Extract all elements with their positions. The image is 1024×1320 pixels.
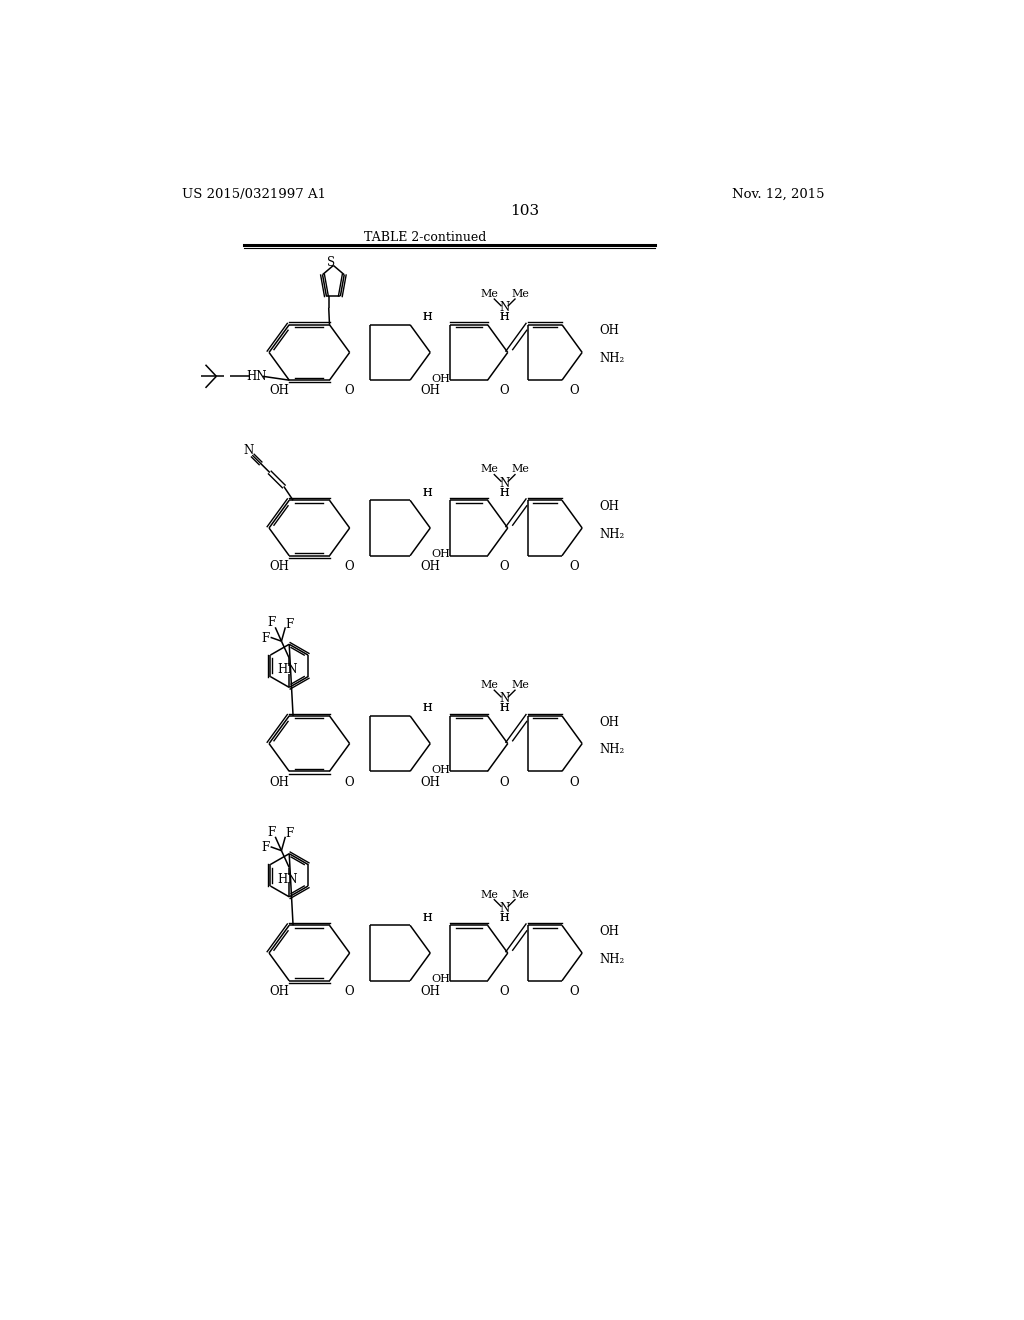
- Text: F: F: [262, 631, 270, 644]
- Text: F: F: [262, 841, 270, 854]
- Text: F: F: [285, 828, 293, 841]
- Text: Me: Me: [480, 680, 498, 690]
- Text: F: F: [267, 825, 275, 838]
- Text: O: O: [499, 384, 509, 397]
- Text: NH₂: NH₂: [599, 528, 625, 541]
- Text: F: F: [267, 616, 275, 630]
- Text: 103: 103: [510, 203, 540, 218]
- Text: OH: OH: [269, 776, 289, 788]
- Text: O: O: [345, 560, 354, 573]
- Text: Me: Me: [511, 465, 529, 474]
- Text: HN: HN: [247, 370, 267, 383]
- Text: NH₂: NH₂: [599, 743, 625, 756]
- Text: H: H: [500, 312, 510, 322]
- Text: H: H: [500, 912, 510, 923]
- Text: Nov. 12, 2015: Nov. 12, 2015: [732, 187, 825, 201]
- Text: NH₂: NH₂: [599, 352, 625, 366]
- Text: O: O: [499, 776, 509, 788]
- Text: O: O: [569, 985, 580, 998]
- Text: O: O: [569, 384, 580, 397]
- Text: US 2015/0321997 A1: US 2015/0321997 A1: [182, 187, 327, 201]
- Text: H: H: [422, 312, 432, 322]
- Text: O: O: [345, 985, 354, 998]
- Text: H: H: [422, 912, 432, 923]
- Text: H: H: [422, 312, 432, 322]
- Text: O: O: [569, 560, 580, 573]
- Text: H: H: [422, 912, 432, 923]
- Text: H: H: [422, 487, 432, 498]
- Text: OH: OH: [420, 560, 440, 573]
- Text: OH: OH: [269, 384, 289, 397]
- Text: NH₂: NH₂: [599, 953, 625, 966]
- Text: Me: Me: [511, 289, 529, 298]
- Text: HN: HN: [278, 873, 298, 886]
- Text: H: H: [500, 487, 510, 498]
- Text: N: N: [500, 902, 510, 915]
- Text: N: N: [244, 445, 254, 458]
- Text: O: O: [345, 384, 354, 397]
- Text: Me: Me: [480, 465, 498, 474]
- Text: O: O: [499, 560, 509, 573]
- Text: OH: OH: [599, 925, 620, 939]
- Text: H: H: [422, 704, 432, 713]
- Text: OH: OH: [420, 776, 440, 788]
- Text: OH: OH: [420, 985, 440, 998]
- Text: OH: OH: [599, 500, 620, 513]
- Text: OH: OH: [420, 384, 440, 397]
- Text: OH: OH: [599, 715, 620, 729]
- Text: OH: OH: [431, 374, 450, 384]
- Text: OH: OH: [599, 325, 620, 338]
- Text: N: N: [500, 477, 510, 490]
- Text: OH: OH: [431, 764, 450, 775]
- Text: OH: OH: [431, 974, 450, 985]
- Text: H: H: [422, 487, 432, 498]
- Text: N: N: [500, 301, 510, 314]
- Text: H: H: [500, 704, 510, 713]
- Text: Me: Me: [480, 289, 498, 298]
- Text: H: H: [500, 912, 510, 923]
- Text: Me: Me: [480, 890, 498, 899]
- Text: S: S: [328, 256, 335, 269]
- Text: OH: OH: [269, 985, 289, 998]
- Text: O: O: [345, 776, 354, 788]
- Text: O: O: [569, 776, 580, 788]
- Text: Me: Me: [511, 680, 529, 690]
- Text: H: H: [500, 312, 510, 322]
- Text: N: N: [500, 693, 510, 705]
- Text: H: H: [500, 704, 510, 713]
- Text: TABLE 2-continued: TABLE 2-continued: [365, 231, 486, 244]
- Text: H: H: [422, 704, 432, 713]
- Text: OH: OH: [269, 560, 289, 573]
- Text: O: O: [499, 985, 509, 998]
- Text: Me: Me: [511, 890, 529, 899]
- Text: F: F: [285, 618, 293, 631]
- Text: HN: HN: [278, 663, 298, 676]
- Text: H: H: [500, 487, 510, 498]
- Text: OH: OH: [431, 549, 450, 560]
